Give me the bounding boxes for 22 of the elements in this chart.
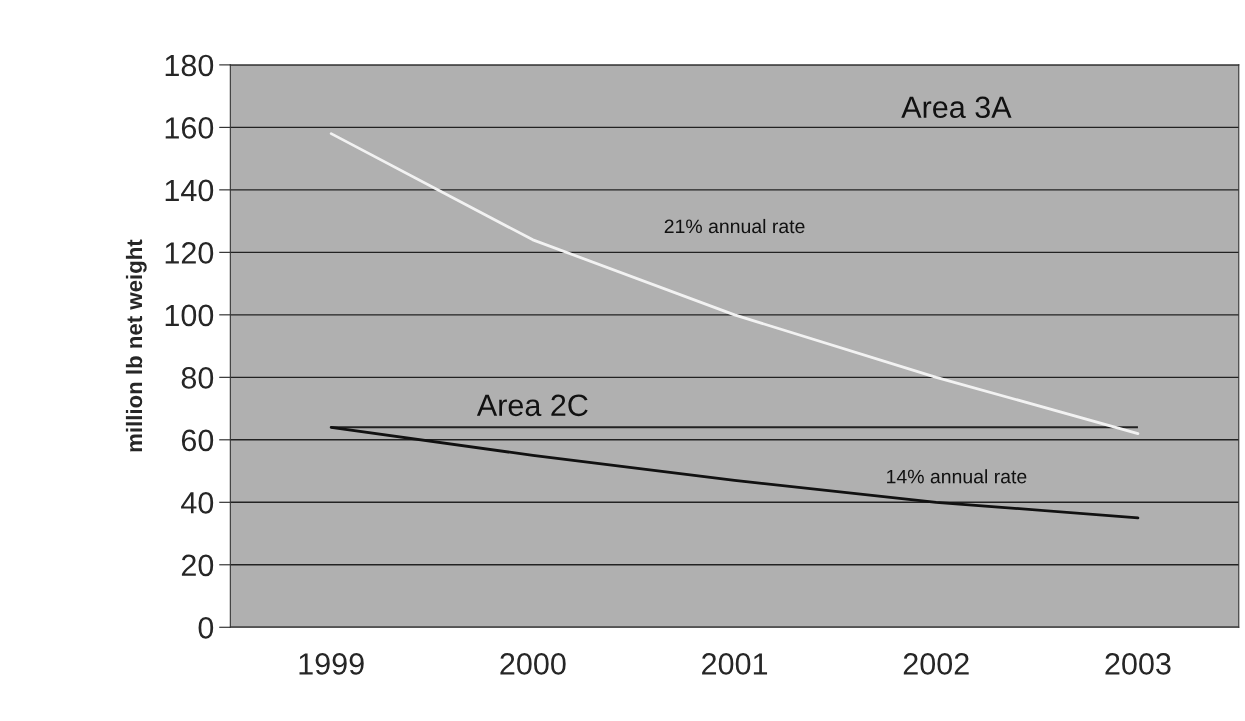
y-tick-label: 140 <box>165 179 214 202</box>
x-tick-label: 2000 <box>500 653 566 675</box>
y-tick-label: 40 <box>181 492 214 514</box>
x-tick-label: 2002 <box>903 653 969 675</box>
y-tick-label: 20 <box>181 554 214 577</box>
y-tick-label: 100 <box>165 304 214 327</box>
annotation: 14% annual rate <box>887 469 1027 484</box>
y-tick-label: 160 <box>165 117 214 139</box>
y-tick-label: 0 <box>198 617 214 639</box>
annotation: Area 2C <box>476 394 588 417</box>
y-tick-label: 60 <box>181 429 214 452</box>
line-series <box>329 132 1140 435</box>
y-tick-label: 80 <box>181 367 214 389</box>
y-axis-title: million lb net weight <box>125 239 147 452</box>
line-series <box>329 425 1140 520</box>
x-tick-label: 2001 <box>702 653 768 675</box>
annotation: Area 3A <box>901 96 1012 119</box>
y-tick-label: 120 <box>165 242 214 264</box>
x-tick-label: 1999 <box>299 653 364 675</box>
annotation: 21% annual rate <box>664 218 805 234</box>
y-tick-label: 180 <box>165 54 214 77</box>
x-tick-label: 2003 <box>1105 653 1171 675</box>
